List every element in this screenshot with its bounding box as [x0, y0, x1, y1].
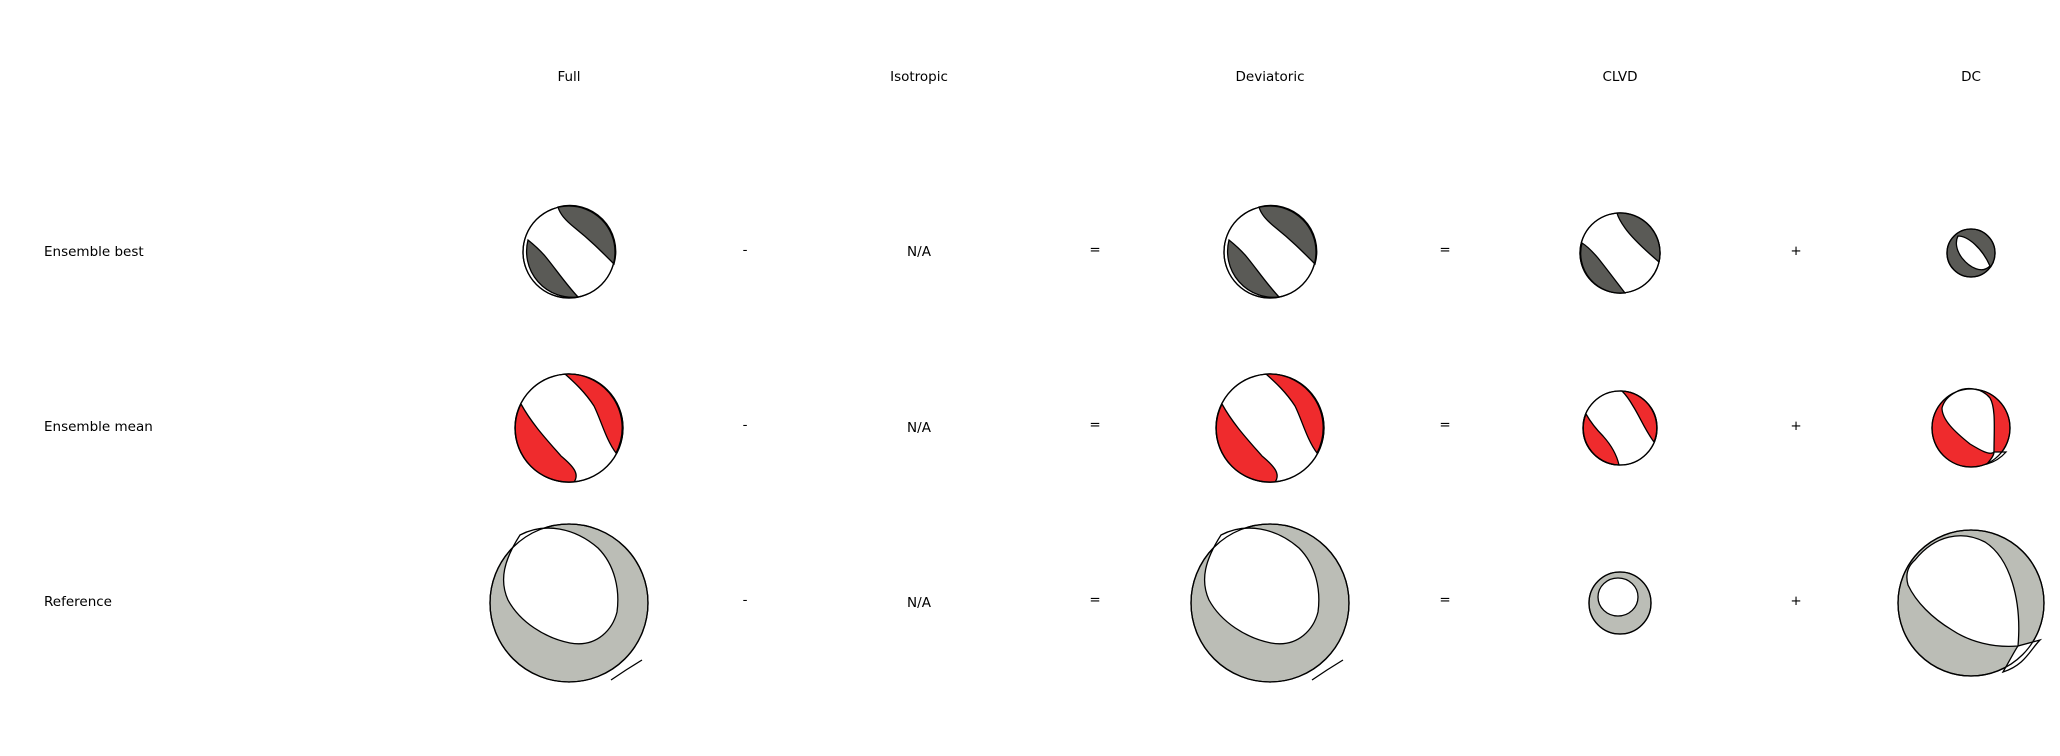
operator-plus: + [1790, 243, 1802, 259]
operator-equals: = [1439, 242, 1451, 258]
operator-equals: = [1089, 417, 1101, 433]
beachball-dc-reference [1897, 529, 2045, 677]
column-header-deviatoric: Deviatoric [1235, 69, 1305, 85]
column-header-clvd: CLVD [1602, 69, 1638, 85]
operator-equals: = [1089, 592, 1101, 608]
row-label-ensemble-mean: Ensemble mean [44, 419, 153, 435]
operator-equals: = [1089, 242, 1101, 258]
beachball-clvd-ensemble-mean [1582, 390, 1658, 466]
beachball-clvd-ensemble-best [1579, 212, 1661, 294]
beachball-deviatoric-ensemble-mean [1215, 373, 1325, 483]
isotropic-na: N/A [907, 244, 931, 260]
row-label-reference: Reference [44, 594, 112, 610]
operator-plus: + [1790, 418, 1802, 434]
beachball-deviatoric-ensemble-best [1223, 204, 1318, 299]
beachball-clvd-reference [1588, 571, 1652, 635]
operator-minus: - [742, 242, 748, 258]
operator-plus: + [1790, 593, 1802, 609]
beachball-dc-ensemble-mean [1931, 387, 2011, 468]
operator-equals: = [1439, 417, 1451, 433]
operator-minus: - [742, 417, 748, 433]
beachball-full-reference [489, 523, 649, 683]
column-header-dc: DC [1961, 69, 1981, 85]
isotropic-na: N/A [907, 595, 931, 611]
beachball-full-ensemble-best [522, 204, 617, 299]
operator-equals: = [1439, 592, 1451, 608]
operator-minus: - [742, 592, 748, 608]
row-label-ensemble-best: Ensemble best [44, 244, 144, 260]
column-header-full: Full [557, 69, 581, 85]
column-header-isotropic: Isotropic [890, 69, 948, 85]
beachball-deviatoric-reference [1190, 523, 1350, 683]
beachball-dc-ensemble-best [1946, 228, 1996, 278]
isotropic-na: N/A [907, 420, 931, 436]
beachball-full-ensemble-mean [514, 373, 624, 483]
